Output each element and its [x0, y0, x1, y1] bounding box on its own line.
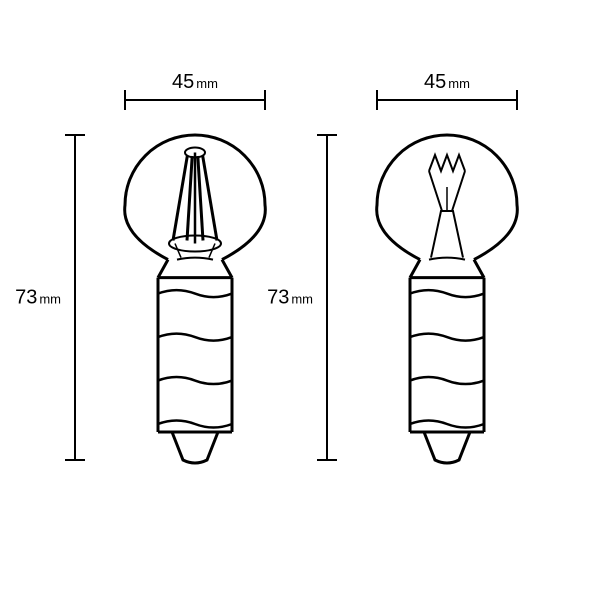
svg-text:73mm: 73mm [15, 287, 61, 309]
svg-text:73mm: 73mm [267, 287, 313, 309]
bulb-led [125, 135, 266, 463]
svg-text:45mm: 45mm [172, 71, 218, 93]
diagram-canvas: 45mm 73mm 45mm 73mm [0, 0, 600, 600]
svg-text:45mm: 45mm [424, 71, 470, 93]
bulb-incandescent [377, 135, 518, 463]
